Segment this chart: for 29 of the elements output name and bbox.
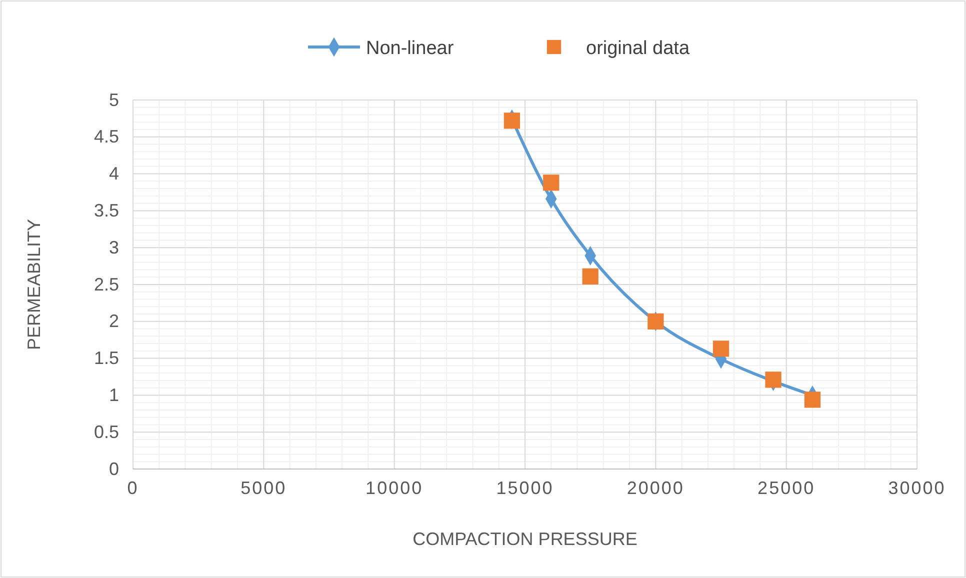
legend-label: original data (586, 38, 690, 59)
y-tick-label: 1.5 (94, 348, 119, 368)
point (648, 313, 664, 330)
point (543, 174, 560, 191)
y-tick-label: 1 (108, 384, 119, 405)
legend-label: Non-linear (366, 38, 454, 59)
y-tick-label: 2.5 (94, 274, 119, 294)
point (804, 392, 821, 408)
x-tick-label: 25000 (758, 478, 816, 498)
point (712, 340, 730, 357)
y-tick-label: 0.5 (94, 422, 119, 442)
point (582, 268, 598, 284)
y-tick-label: 2 (108, 311, 119, 332)
x-tick-label: 20000 (626, 478, 684, 498)
y-axis-title: PERMEABILITY (24, 218, 44, 350)
x-tick-label: 15000 (496, 478, 554, 498)
x-axis-title: COMPACTION PRESSURE (412, 529, 638, 549)
y-tick-label: 5 (108, 90, 119, 110)
y-tick-label: 4.5 (94, 126, 119, 147)
point (765, 372, 782, 388)
point (504, 112, 520, 129)
x-tick-label: 5000 (240, 478, 287, 498)
x-tick-label: 10000 (366, 478, 424, 498)
x-tick-label: 0 (127, 478, 139, 498)
y-tick-label: 0 (108, 458, 119, 479)
y-tick-label: 3 (108, 237, 119, 258)
y-tick-label: 4 (108, 164, 119, 184)
y-tick-label: 3.5 (94, 200, 119, 220)
x-tick-label: 30000 (888, 478, 946, 498)
